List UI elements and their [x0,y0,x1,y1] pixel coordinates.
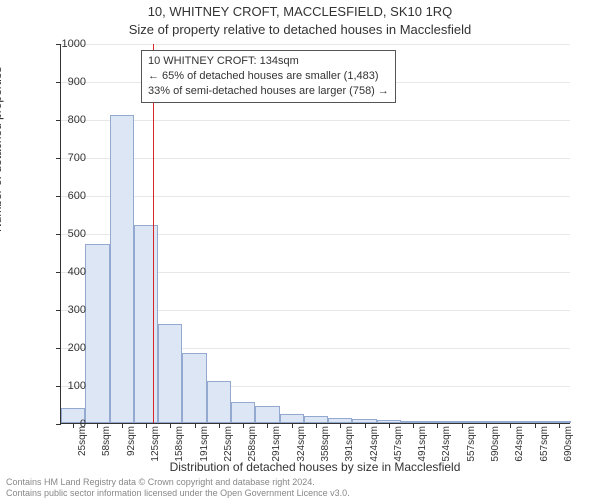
xtick-mark [413,423,414,428]
info-line-3: 33% of semi-detached houses are larger (… [148,84,389,99]
gridline [61,44,570,45]
xtick-mark [510,423,511,428]
xtick-mark [195,423,196,428]
xtick-mark [243,423,244,428]
ytick-label: 700 [46,152,86,164]
xtick-mark [170,423,171,428]
xtick-mark [365,423,366,428]
gridline [61,158,570,159]
footer-line-1: Contains HM Land Registry data © Crown c… [6,477,350,488]
ytick-label: 300 [46,304,86,316]
xtick-mark [535,423,536,428]
xtick-mark [219,423,220,428]
xtick-mark [389,423,390,428]
xtick-mark [267,423,268,428]
xtick-mark [486,423,487,428]
histogram-bar [255,406,279,423]
gridline [61,120,570,121]
histogram-bar [110,115,134,423]
chart-container: 10, WHITNEY CROFT, MACCLESFIELD, SK10 1R… [0,0,600,500]
y-axis-label: Number of detached properties [0,67,4,232]
x-axis-label: Distribution of detached houses by size … [60,460,570,474]
ytick-label: 200 [46,342,86,354]
ytick-label: 1000 [46,38,86,50]
histogram-bar [134,225,158,423]
xtick-mark [122,423,123,428]
info-line-1: 10 WHITNEY CROFT: 134sqm [148,54,389,69]
chart-title-sub: Size of property relative to detached ho… [0,22,600,37]
histogram-bar [231,402,255,423]
chart-title-main: 10, WHITNEY CROFT, MACCLESFIELD, SK10 1R… [0,4,600,19]
histogram-bar [182,353,206,423]
plot-area: 25sqm58sqm92sqm125sqm158sqm191sqm225sqm2… [60,44,570,424]
ytick-label: 100 [46,380,86,392]
histogram-bar [207,381,231,423]
footer-line-2: Contains public sector information licen… [6,488,350,499]
marker-info-box: 10 WHITNEY CROFT: 134sqm ← 65% of detach… [141,50,396,103]
xtick-mark [559,423,560,428]
xtick-mark [97,423,98,428]
xtick-mark [462,423,463,428]
info-line-2: ← 65% of detached houses are smaller (1,… [148,69,389,84]
ytick-label: 600 [46,190,86,202]
xtick-mark [146,423,147,428]
histogram-bar [304,416,328,423]
ytick-label: 500 [46,228,86,240]
xtick-mark [340,423,341,428]
xtick-mark [316,423,317,428]
ytick-label: 800 [46,114,86,126]
histogram-bar [280,414,304,423]
ytick-label: 0 [46,418,86,430]
ytick-label: 900 [46,76,86,88]
footer-attribution: Contains HM Land Registry data © Crown c… [6,477,350,499]
ytick-label: 400 [46,266,86,278]
histogram-bar [158,324,182,423]
xtick-mark [437,423,438,428]
xtick-mark [292,423,293,428]
histogram-bar [85,244,109,423]
gridline [61,196,570,197]
